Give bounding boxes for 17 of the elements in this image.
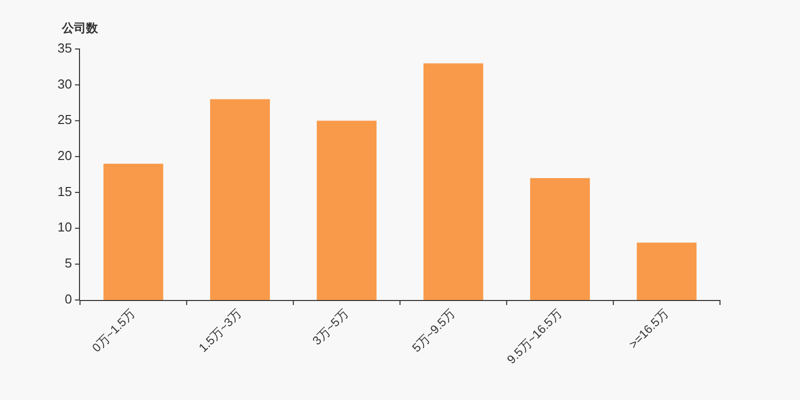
y-tick-label: 10	[58, 220, 72, 235]
y-tick-label: 25	[58, 112, 72, 128]
y-tick-label: 30	[58, 76, 72, 92]
y-tick-label: 5	[64, 256, 72, 271]
y-tick-label: 0	[64, 291, 72, 306]
y-tick-label: 15	[58, 184, 72, 199]
bar	[423, 63, 484, 300]
x-tick-label: 3万~5万	[310, 306, 352, 348]
bar	[103, 164, 164, 300]
y-tick-label: 35	[58, 40, 72, 56]
y-tick-label: 20	[58, 148, 72, 164]
bar	[636, 242, 697, 300]
x-tick-label: 1.5万~3万	[196, 306, 244, 355]
bar	[316, 120, 377, 300]
bar	[530, 178, 590, 300]
bar	[210, 99, 270, 300]
y-axis-title: 公司数	[61, 21, 99, 35]
